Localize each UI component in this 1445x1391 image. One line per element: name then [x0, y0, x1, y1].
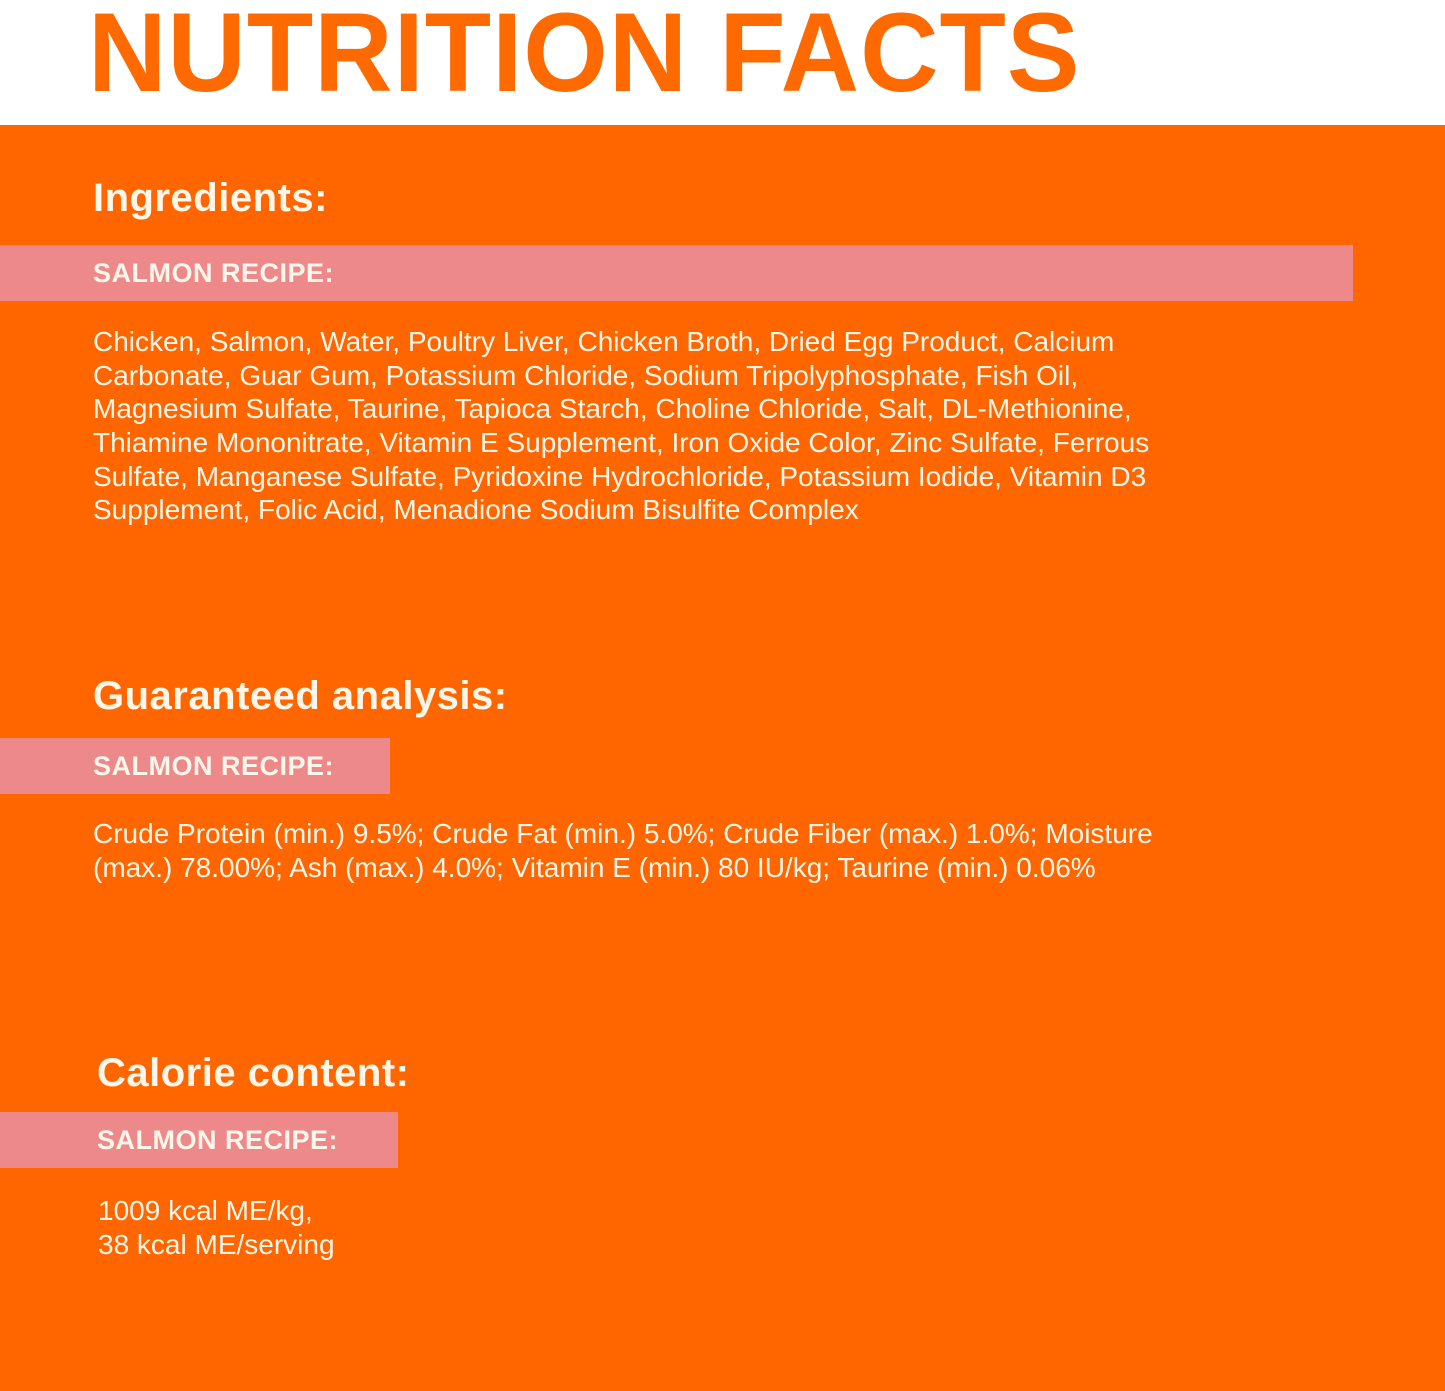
analysis-line: Crude Protein (min.) 9.5%; Crude Fat (mi…: [93, 818, 1153, 849]
ingredients-heading: Ingredients:: [93, 176, 328, 220]
calories-recipe-bar: SALMON RECIPE:: [0, 1112, 398, 1168]
analysis-line: (max.) 78.00%; Ash (max.) 4.0%; Vitamin …: [93, 851, 1096, 883]
ingredients-text: Chicken, Salmon, Water, Poultry Liver, C…: [93, 325, 1149, 527]
recipe-label: SALMON RECIPE:: [93, 751, 335, 781]
analysis-heading: Guaranteed analysis:: [93, 674, 508, 718]
calories-line: 1009 kcal ME/kg,: [98, 1195, 313, 1226]
ingredients-line: Thiamine Mononitrate, Vitamin E Suppleme…: [93, 427, 1150, 459]
calories-line: 38 kcal ME/serving: [98, 1228, 335, 1260]
ingredients-line: Chicken, Salmon, Water, Poultry Liver, C…: [93, 326, 1115, 357]
title-banner: NUTRITION FACTS: [0, 0, 1445, 125]
calories-text: 1009 kcal ME/kg, 38 kcal ME/serving: [98, 1194, 335, 1261]
analysis-recipe-bar: SALMON RECIPE:: [0, 738, 390, 794]
recipe-label: SALMON RECIPE:: [93, 258, 335, 288]
ingredients-line: Carbonate, Guar Gum, Potassium Chloride,…: [93, 359, 1079, 391]
calories-heading: Calorie content:: [97, 1051, 410, 1095]
ingredients-line: Magnesium Sulfate, Taurine, Tapioca Star…: [93, 393, 1132, 425]
recipe-label: SALMON RECIPE:: [97, 1125, 339, 1155]
ingredients-line: Sulfate, Manganese Sulfate, Pyridoxine H…: [93, 460, 1147, 492]
analysis-text: Crude Protein (min.) 9.5%; Crude Fat (mi…: [93, 817, 1153, 884]
page-title: NUTRITION FACTS: [88, 0, 1081, 115]
ingredients-line: Supplement, Folic Acid, Menadione Sodium…: [93, 494, 859, 526]
ingredients-recipe-bar: SALMON RECIPE:: [0, 245, 1353, 301]
